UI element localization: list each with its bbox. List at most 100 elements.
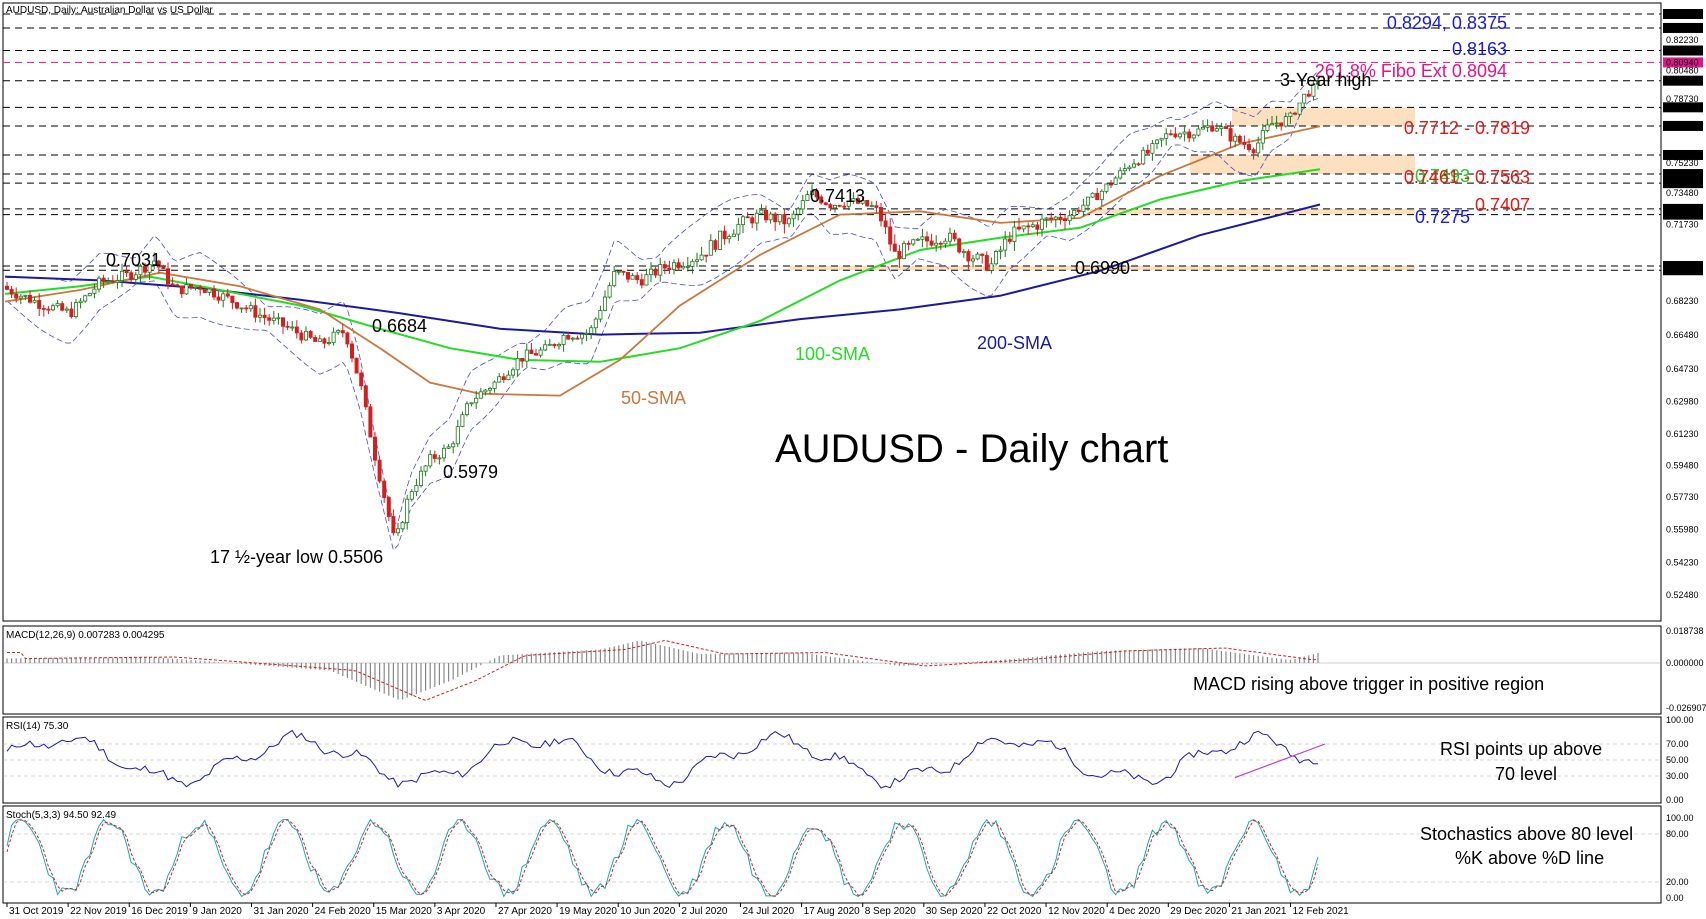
candle-body: [1306, 93, 1311, 97]
candle-body: [1021, 225, 1026, 230]
candle-body: [603, 296, 608, 311]
support-resistance-zones: [790, 107, 1415, 271]
candle-body: [170, 283, 175, 286]
date-label-4: 31 Jan 2020: [253, 906, 308, 917]
candle-body: [138, 265, 143, 276]
candle-body: [74, 302, 79, 318]
candle-body: [593, 318, 598, 329]
candle-body: [1182, 131, 1187, 135]
price-tick-28: 0.54230: [1666, 557, 1699, 567]
date-label-3: 9 Jan 2020: [192, 906, 242, 917]
price-tick-20: 0.68230: [1666, 296, 1699, 306]
price-tick-6: 0.79880: [1666, 76, 1699, 86]
candle-body: [464, 403, 469, 416]
candle-body: [1233, 135, 1238, 142]
candle-body: [566, 334, 571, 340]
candle-body: [1316, 80, 1321, 85]
candle-body: [1026, 225, 1031, 228]
candle-body: [1265, 124, 1270, 131]
date-label-14: 8 Sep 2020: [865, 906, 917, 917]
candle-body: [46, 308, 51, 311]
price-tick-19: 0.69830: [1666, 265, 1699, 275]
horizontal-levels: [3, 13, 1661, 271]
candle-body: [718, 230, 723, 250]
chart-headline: AUDUSD - Daily chart: [775, 427, 1168, 471]
label-sma50: 50-SMA: [621, 388, 686, 408]
price-tick-11: 0.75230: [1666, 158, 1699, 168]
candle-body: [948, 232, 953, 242]
price-tag-bg-16: [1663, 209, 1703, 220]
candle-body: [1007, 238, 1012, 242]
candle-body: [524, 349, 529, 362]
candle-body: [363, 385, 368, 408]
candle-body: [1164, 133, 1169, 139]
candle-body: [538, 349, 543, 356]
candle-body: [754, 212, 759, 224]
candle-body: [1086, 196, 1091, 206]
stoch-d-line: [6, 818, 1319, 897]
candle-body: [97, 277, 102, 290]
candle-body: [607, 285, 612, 298]
price-tick-2: 0.82230: [1666, 35, 1699, 45]
candle-body: [570, 337, 575, 340]
candle-body: [18, 295, 23, 299]
price-tick-13: 0.74070: [1666, 178, 1699, 188]
candle-body: [1113, 177, 1118, 185]
candle-body: [952, 232, 957, 240]
date-label-19: 29 Dec 2020: [1170, 906, 1227, 917]
candle-body: [409, 491, 414, 500]
candle-body: [1196, 128, 1201, 136]
candle-body: [474, 397, 479, 404]
candle-body: [768, 213, 773, 221]
candle-body: [41, 308, 46, 310]
candle-body: [598, 310, 603, 320]
date-label-0: 31 Oct 2019: [9, 906, 64, 917]
candle-body: [791, 213, 796, 220]
zone-0: [1232, 107, 1415, 126]
candle-body: [833, 204, 838, 209]
candle-body: [317, 338, 322, 342]
label-levels-0829: 0.8294, 0.8375: [1387, 13, 1507, 33]
price-tick-1: 0.82940: [1666, 23, 1699, 33]
candle-body: [391, 516, 396, 534]
date-label-13: 17 Aug 2020: [804, 906, 861, 917]
zone-3: [790, 266, 1415, 271]
bollinger-upper: [6, 70, 1319, 525]
label-level-8163: 0.8163: [1452, 39, 1507, 59]
rsi-note-1: RSI points up above: [1440, 739, 1602, 759]
candle-body: [469, 402, 474, 405]
candle-body: [225, 293, 230, 297]
candle-body: [1191, 134, 1196, 139]
date-label-21: 12 Feb 2021: [1293, 906, 1350, 917]
candle-body: [630, 275, 635, 280]
candle-body: [1049, 217, 1054, 220]
candle-body: [1168, 133, 1173, 136]
rsi-trendline: [1234, 743, 1326, 779]
candle-body: [584, 332, 589, 335]
candle-body: [906, 242, 911, 245]
candle-body: [1081, 204, 1086, 212]
candle-body: [308, 330, 313, 338]
candle-body: [1090, 192, 1095, 198]
date-label-1: 22 Nov 2019: [70, 906, 127, 917]
label-sma200: 200-SMA: [977, 333, 1052, 353]
candle-body: [1076, 209, 1081, 212]
candle-body: [925, 236, 930, 242]
candle-body: [975, 253, 980, 260]
candle-body: [814, 190, 819, 198]
stoch-tick-3: 0.00: [1666, 893, 1684, 903]
candle-body: [961, 251, 966, 253]
candle-body: [994, 251, 999, 265]
candle-body: [1095, 192, 1100, 201]
candle-body: [1224, 126, 1229, 129]
date-label-7: 3 Apr 2020: [437, 906, 486, 917]
candle-body: [322, 338, 327, 344]
price-tick-14: 0.73480: [1666, 188, 1699, 198]
candle-body: [423, 465, 428, 472]
candle-body: [5, 285, 10, 290]
stoch-series: 100.00 80.00 20.00 0.00: [3, 813, 1694, 903]
candle-body: [911, 239, 916, 245]
candle-body: [828, 204, 833, 209]
candle-body: [437, 457, 442, 460]
rsi-tick-4: 0.00: [1666, 795, 1684, 805]
